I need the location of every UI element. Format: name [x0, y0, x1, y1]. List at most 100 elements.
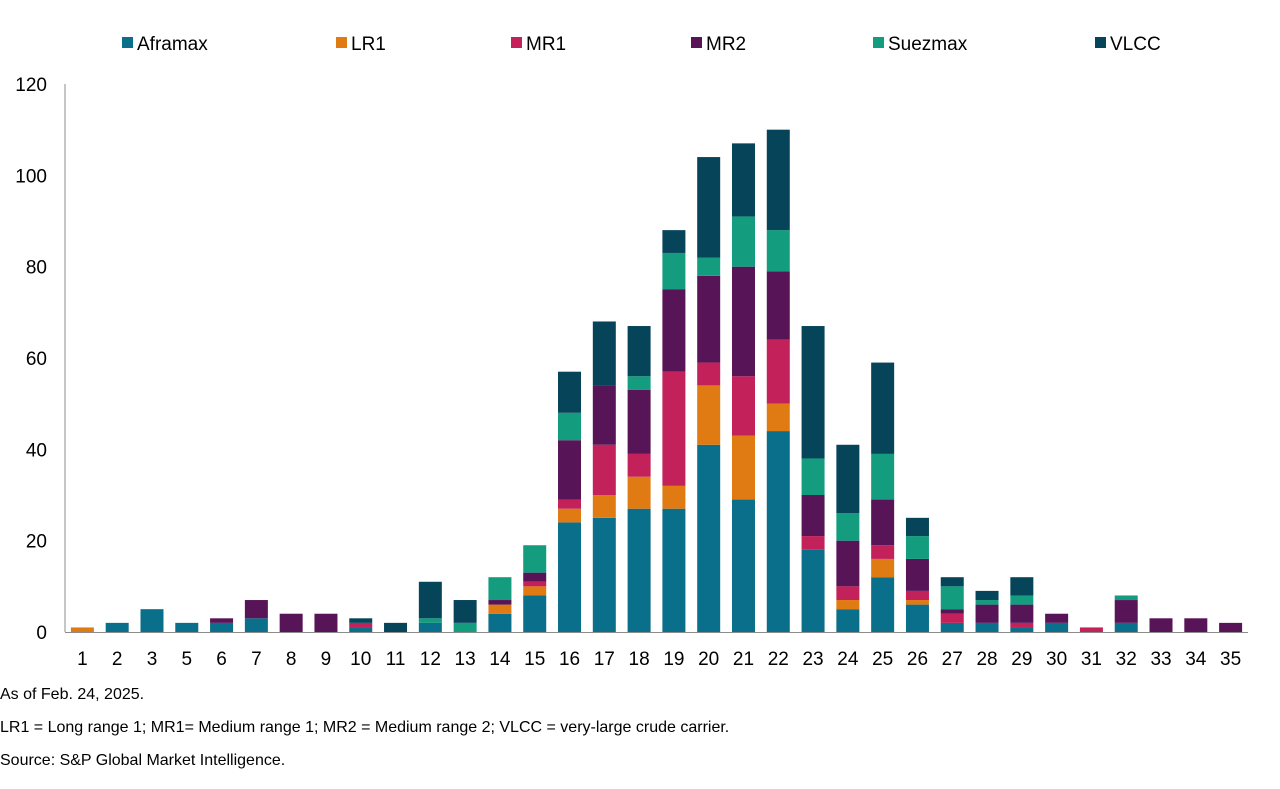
bar-stack-14 [488, 577, 512, 632]
stacked-bar-chart: Aframax LR1 MR1 MR2 Suezmax VLCC 020406080100… [15, 34, 1248, 670]
bar-segment-mr1 [801, 536, 825, 550]
x-tick-label: 35 [1220, 649, 1241, 670]
bar-segment-vlcc [766, 129, 790, 231]
bar-segment-aframax [175, 622, 199, 632]
bar-segment-mr2 [905, 558, 929, 591]
bar-segment-aframax [210, 622, 234, 632]
x-tick-label: 9 [321, 649, 332, 670]
source-note: Source: S&P Global Market Intelligence. [0, 752, 286, 769]
bar-segment-aframax [140, 609, 164, 632]
bar-stack-19 [662, 230, 686, 632]
x-tick-label: 11 [386, 649, 406, 670]
bar-segment-suezmax [418, 618, 442, 623]
bar-segment-lr1 [697, 385, 721, 445]
bar-segment-mr2 [940, 609, 964, 614]
bar-segment-suezmax [558, 412, 582, 441]
y-tick-label: 0 [36, 623, 47, 644]
x-tick-label: 23 [802, 649, 823, 670]
bar-segment-aframax [731, 499, 755, 632]
bar-stack-22 [766, 129, 790, 632]
legend-swatch [122, 37, 133, 48]
bar-segment-lr1 [836, 600, 860, 610]
bar-stack-33 [1149, 618, 1173, 632]
bar-segment-vlcc [453, 600, 477, 623]
bar-stack-25 [871, 362, 895, 632]
bar-stack-23 [801, 326, 825, 632]
bar-segment-mr2 [279, 613, 303, 632]
x-tick-label: 30 [1046, 649, 1067, 670]
legend-swatch [336, 37, 347, 48]
x-tick-label: 16 [559, 649, 580, 670]
bar-stack-7 [244, 600, 268, 632]
x-tick-label: 31 [1081, 649, 1102, 670]
bar-segment-mr1 [523, 581, 547, 587]
bar-segment-mr1 [592, 444, 616, 495]
x-tick-label: 13 [455, 649, 476, 670]
bar-stack-27 [940, 577, 964, 632]
bar-stack-1 [70, 627, 94, 632]
bar-segment-vlcc [871, 362, 895, 454]
y-tick-label: 120 [15, 75, 47, 96]
bar-stack-17 [592, 321, 616, 632]
x-tick-label: 19 [663, 649, 684, 670]
bar-segment-suezmax [627, 376, 651, 390]
bar-segment-mr1 [627, 453, 651, 477]
bar-segment-mr1 [871, 545, 895, 559]
bar-segment-lr1 [871, 558, 895, 578]
bar-segment-mr1 [349, 622, 373, 628]
bar-stack-2 [105, 622, 129, 632]
x-tick-label: 32 [1116, 649, 1137, 670]
bar-stack-15 [523, 545, 547, 632]
bar-segment-vlcc [836, 444, 860, 514]
bar-segment-vlcc [975, 590, 999, 601]
x-tick-label: 29 [1011, 649, 1032, 670]
bar-stack-35 [1219, 622, 1243, 632]
bar-segment-mr2 [801, 495, 825, 537]
chart-notes: As of Feb. 24, 2025. LR1 = Long range 1;… [0, 686, 729, 785]
y-axis: 0 20 40 60 80 100 120 [15, 75, 66, 644]
bar-segment-aframax [975, 622, 999, 632]
bar-stack-21 [731, 143, 755, 632]
bar-segment-vlcc [558, 371, 582, 413]
bar-segment-mr1 [905, 590, 929, 601]
bar-segment-mr2 [210, 618, 234, 623]
bar-segment-lr1 [905, 600, 929, 605]
bar-stack-10 [349, 618, 373, 632]
bar-segment-suezmax [488, 577, 512, 601]
x-tick-label: 27 [942, 649, 963, 670]
legend-item-mr2: MR2 [691, 34, 746, 55]
legend-label: MR1 [526, 34, 566, 55]
bar-segment-mr2 [697, 275, 721, 363]
bar-segment-vlcc [940, 577, 964, 587]
bar-segment-aframax [801, 549, 825, 632]
bar-segment-mr2 [766, 271, 790, 340]
bar-stack-5 [175, 622, 199, 632]
bar-segment-vlcc [418, 581, 442, 619]
bar-stack-13 [453, 600, 477, 632]
x-tick-label: 7 [251, 649, 262, 670]
as-of-note: As of Feb. 24, 2025. [0, 686, 145, 703]
bar-segment-aframax [662, 508, 686, 632]
bar-segment-lr1 [523, 586, 547, 596]
bar-segment-mr1 [766, 339, 790, 404]
legend-item-vlcc: VLCC [1095, 34, 1161, 55]
bar-segment-vlcc [627, 326, 651, 377]
bar-segment-suezmax [662, 252, 686, 290]
legend-swatch [511, 37, 522, 48]
y-tick-label: 100 [15, 166, 47, 187]
bar-segment-mr2 [1045, 613, 1069, 623]
bar-segment-aframax [349, 627, 373, 632]
bar-segment-mr1 [731, 376, 755, 436]
bar-segment-vlcc [349, 618, 373, 623]
bar-segment-aframax [523, 595, 547, 632]
bar-stack-6 [210, 618, 234, 632]
bar-segment-suezmax [871, 453, 895, 500]
bar-segment-lr1 [662, 485, 686, 509]
bar-segment-suezmax [523, 545, 547, 573]
bar-segment-lr1 [766, 403, 790, 432]
bar-segment-aframax [244, 618, 268, 632]
x-tick-label: 24 [837, 649, 859, 670]
abbreviations-note: LR1 = Long range 1; MR1= Medium range 1;… [0, 719, 730, 736]
x-tick-label: 1 [77, 649, 88, 670]
bar-segment-vlcc [731, 143, 755, 217]
